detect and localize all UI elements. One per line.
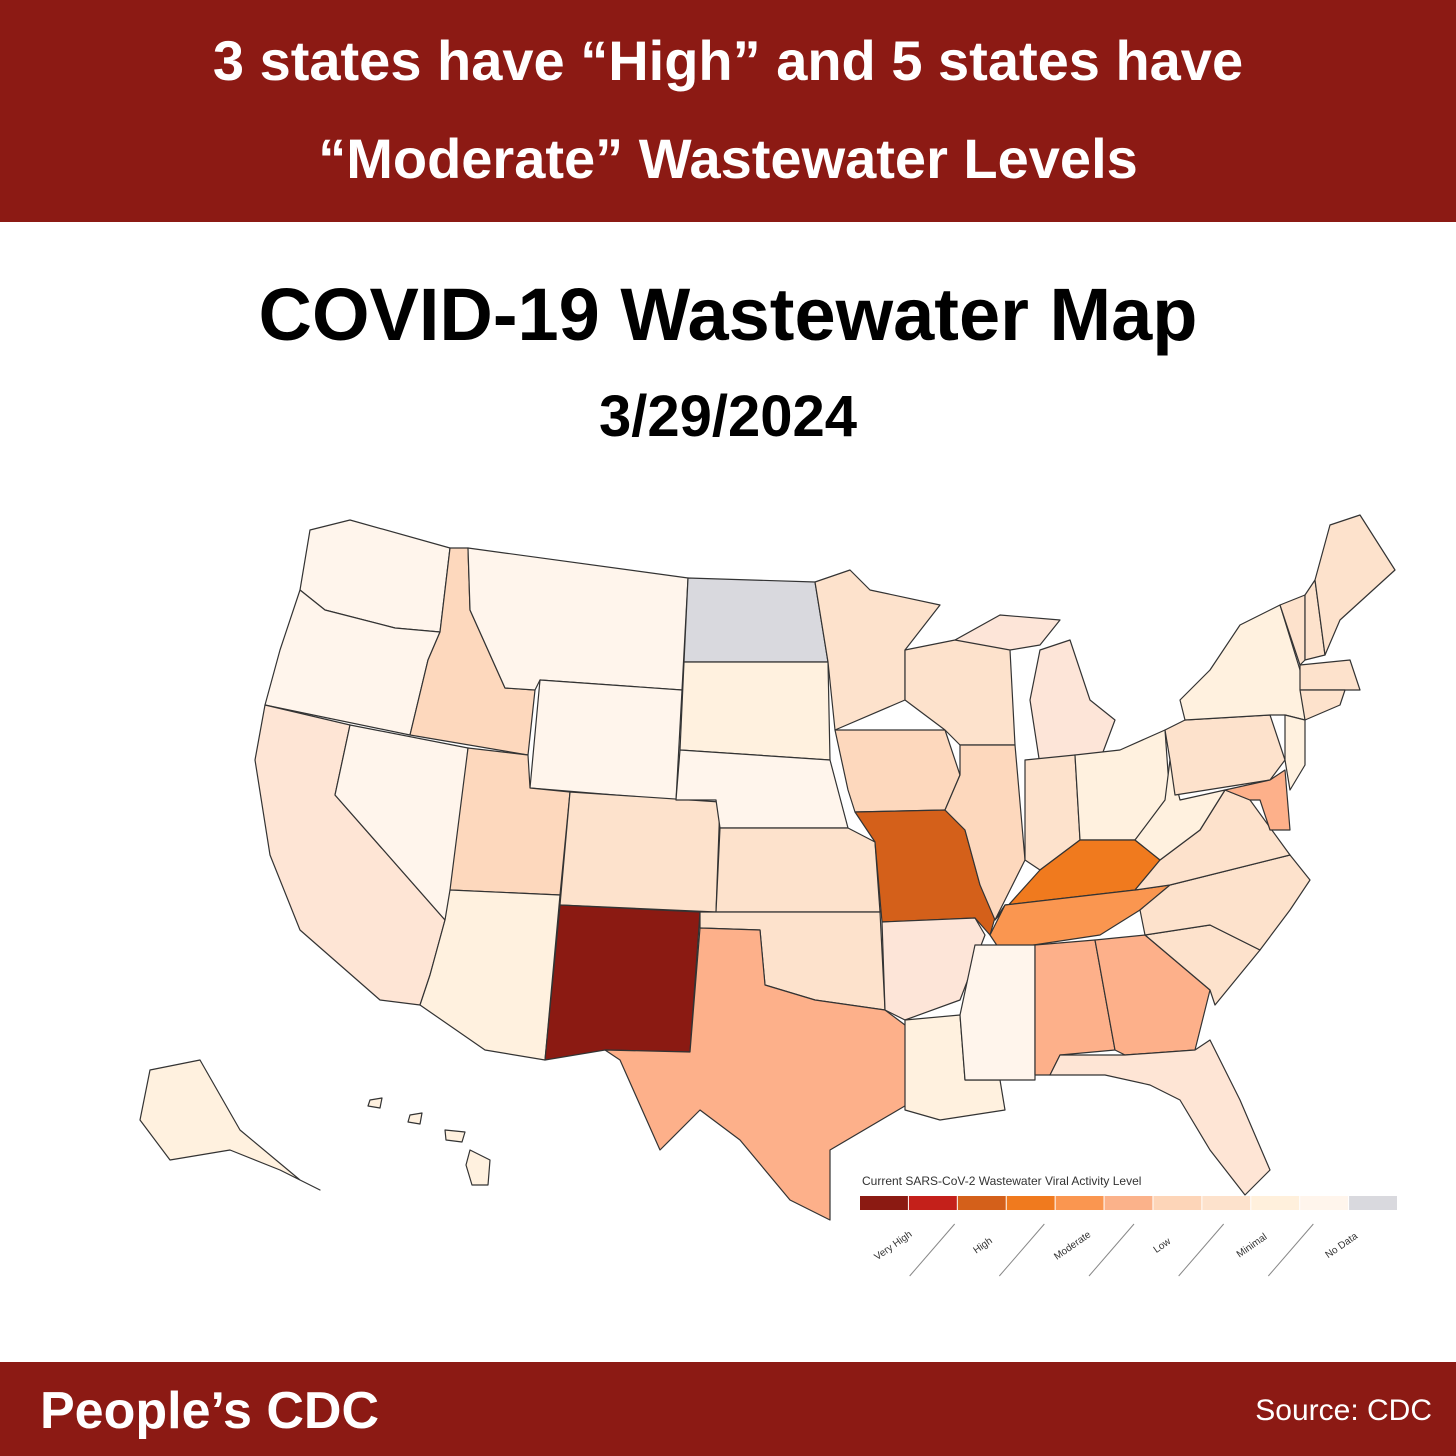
footer-band [0,1362,1456,1456]
legend-swatch [957,1196,1006,1210]
header-title-line: “Moderate” Wastewater Levels [318,127,1138,190]
state [604,927,916,1221]
footer-source: Source: CDC [1255,1394,1432,1427]
state [683,577,829,663]
state [834,729,961,813]
header-title-line: 3 states have “High” and 5 states have [213,29,1243,92]
map-title: COVID-19 Wastewater Map [259,273,1198,356]
state [1299,689,1346,721]
state [959,944,1036,1081]
legend-title: Current SARS-CoV-2 Wastewater Viral Acti… [862,1174,1141,1188]
state [1284,714,1306,791]
state [944,744,1026,921]
state [881,917,986,1021]
state [444,1129,466,1143]
legend-swatch [1202,1196,1251,1210]
us-map [139,514,1396,1221]
state [1029,639,1116,766]
legend-label: No Data [1324,1231,1361,1261]
legend-label: Low [1152,1236,1174,1256]
state [139,1059,321,1191]
legend-divider [1267,1223,1314,1277]
state [419,889,561,1061]
legend-swatch [1251,1196,1300,1210]
legend-swatch [1349,1196,1397,1210]
state [407,1112,423,1125]
state [465,1149,491,1186]
state [529,679,683,801]
state [954,614,1061,651]
legend-divider [998,1223,1045,1277]
legend-label: High [971,1236,994,1257]
legend-swatch [860,1196,908,1210]
state [1299,659,1361,691]
legend-swatch [1153,1196,1202,1210]
legend-swatch [1055,1196,1104,1210]
state [467,547,689,691]
state [904,634,1016,746]
legend-label: Very High [872,1229,914,1263]
header-band [0,0,1456,222]
state [559,791,721,913]
legend-label: Moderate [1052,1229,1093,1262]
footer-brand: People’s CDC [40,1382,379,1440]
legend-swatch [1006,1196,1055,1210]
legend-swatch [908,1196,957,1210]
legend-swatch [1104,1196,1153,1210]
state [1224,769,1291,831]
legend-swatch [1300,1196,1349,1210]
state [1314,514,1396,656]
map-date: 3/29/2024 [599,384,857,449]
state [1049,1039,1271,1196]
state [715,827,881,913]
state [544,904,701,1061]
legend: Very High High Moderate Low Minimal No Data [860,1196,1397,1277]
legend-divider [1088,1223,1135,1277]
legend-divider [1178,1223,1225,1277]
state [367,1097,383,1109]
legend-divider [909,1223,956,1277]
state [679,661,831,761]
state [1134,759,1226,861]
legend-label: Minimal [1235,1232,1270,1261]
